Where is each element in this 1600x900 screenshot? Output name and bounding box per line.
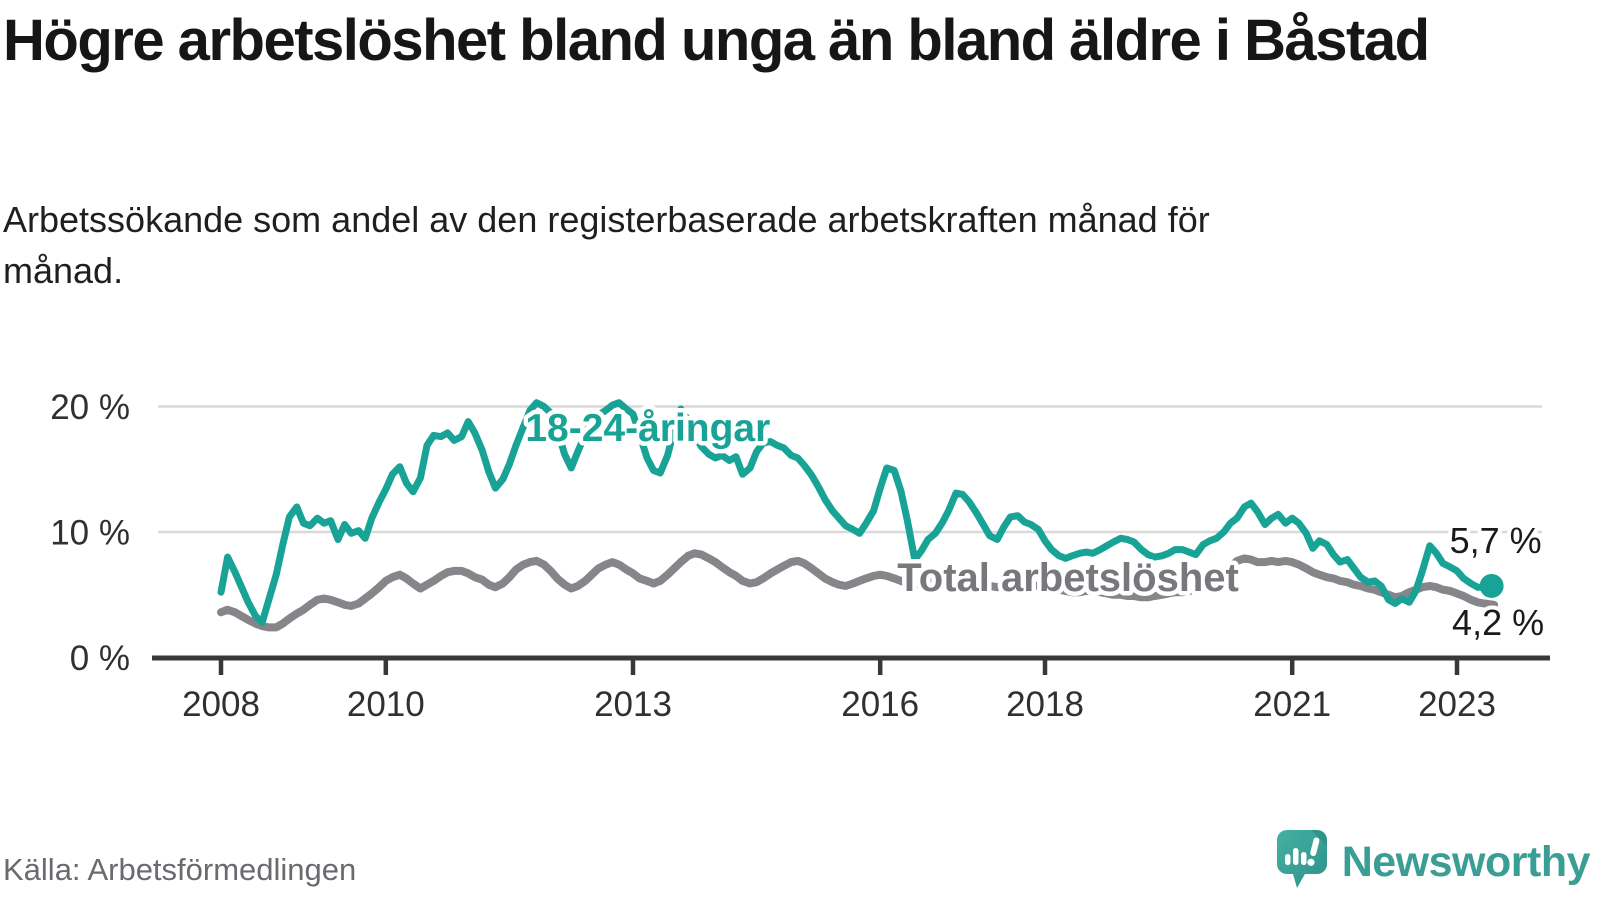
- y-tick-label: 10 %: [50, 514, 130, 553]
- series-label-total: Total arbetslöshet: [897, 556, 1239, 600]
- series-label-youth: 18-24-åringar: [525, 407, 770, 450]
- series-line-youth: [217, 399, 1496, 626]
- series-line-total: [217, 549, 1499, 632]
- y-tick-label: 0 %: [70, 639, 130, 678]
- y-tick-label: 20 %: [50, 388, 130, 427]
- page-title: Högre arbetslöshet bland unga än bland ä…: [3, 8, 1430, 73]
- x-tick-label: 2018: [1006, 685, 1084, 724]
- x-tick-label: 2013: [594, 685, 672, 724]
- end-value-label: 4,2 %: [1452, 602, 1544, 643]
- end-value-label: 5,7 %: [1450, 520, 1542, 561]
- newsworthy-logo-icon: [1276, 830, 1327, 895]
- x-tick-label: 2023: [1418, 685, 1496, 724]
- series-end-dot: [1479, 573, 1504, 598]
- x-tick-label: 2016: [841, 685, 919, 724]
- x-tick-label: 2008: [182, 685, 260, 724]
- newsworthy-brand: Newsworthy: [1276, 830, 1591, 895]
- axes: 2008 2010 2013 2016 2018 2021 2023: [152, 655, 1550, 724]
- x-tick-label: 2021: [1253, 685, 1331, 724]
- newsworthy-wordmark: Newsworthy: [1341, 838, 1591, 886]
- gridlines: 0 % 10 % 20 %: [50, 388, 1542, 678]
- page-subtitle: Arbetssökande som andel av den registerb…: [3, 199, 1210, 292]
- series-lines: [217, 399, 1499, 632]
- x-tick-label: 2010: [347, 685, 425, 724]
- chart-labels: Total arbetslöshet 4,2 % 18-24-åringar 5,7 …: [521, 403, 1548, 647]
- source-note: Källa: Arbetsförmedlingen: [3, 852, 357, 887]
